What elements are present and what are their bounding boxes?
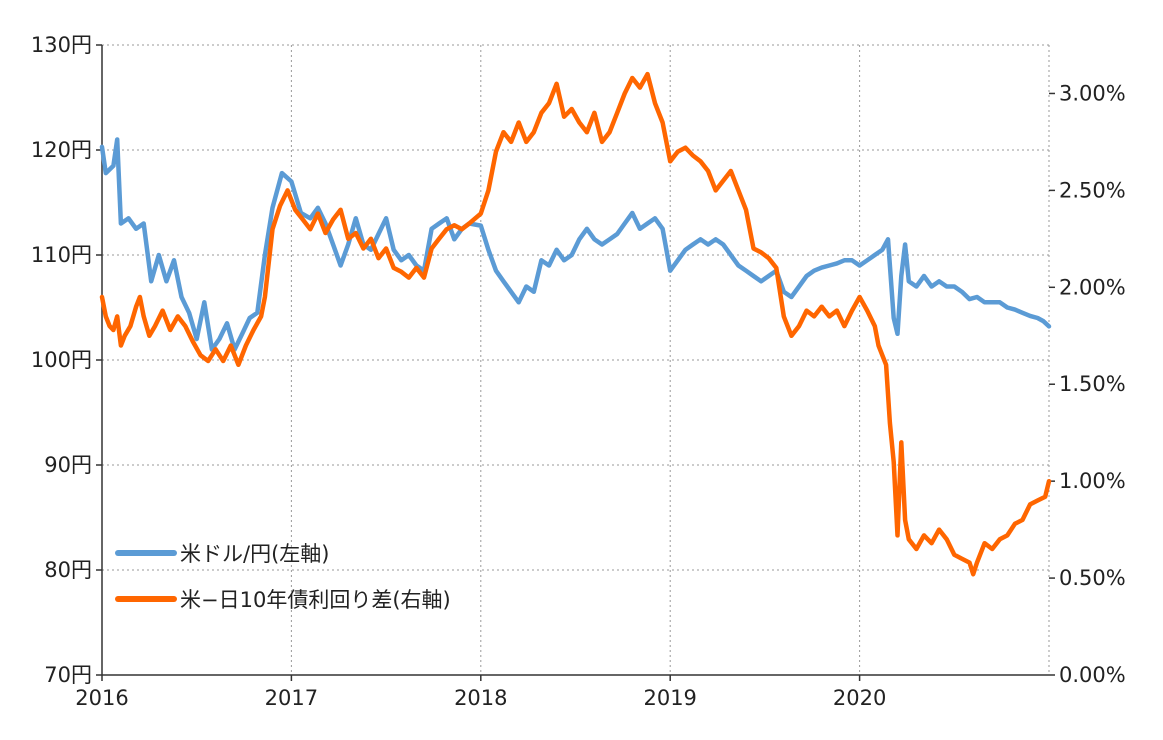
left-tick-label: 120円: [31, 138, 92, 162]
right-tick-label: 0.50%: [1059, 566, 1126, 590]
left-tick-label: 110円: [31, 243, 92, 267]
x-tick-label: 2020: [833, 686, 886, 710]
x-tick-label: 2016: [75, 686, 128, 710]
right-tick-label: 3.00%: [1059, 81, 1126, 105]
yield-spread-series-line: [99, 71, 1052, 577]
legend-label-usd-jpy: 米ドル/円(左軸): [180, 542, 329, 566]
grid-lines: [102, 44, 1050, 675]
left-tick-label: 80円: [44, 558, 92, 582]
right-tick-label: 1.50%: [1059, 372, 1126, 396]
x-tick-label: 2018: [454, 686, 507, 710]
left-tick-label: 70円: [44, 663, 92, 687]
legend: 米ドル/円(左軸) 米−日10年債利回り差(右軸): [115, 542, 451, 612]
x-tick-label: 2017: [265, 686, 318, 710]
right-tick-label: 1.00%: [1059, 469, 1126, 493]
left-tick-label: 100円: [31, 348, 92, 372]
right-tick-label: 2.50%: [1059, 178, 1126, 202]
left-tick-label: 90円: [44, 453, 92, 477]
legend-label-yield-spread: 米−日10年債利回り差(右軸): [180, 588, 451, 612]
right-tick-label: 2.00%: [1059, 275, 1126, 299]
series-lines: [99, 71, 1052, 577]
x-tick-label: 2019: [643, 686, 696, 710]
left-tick-label: 130円: [31, 33, 92, 57]
right-tick-label: 0.00%: [1059, 663, 1126, 687]
usd-jpy-series-line: [99, 137, 1052, 352]
